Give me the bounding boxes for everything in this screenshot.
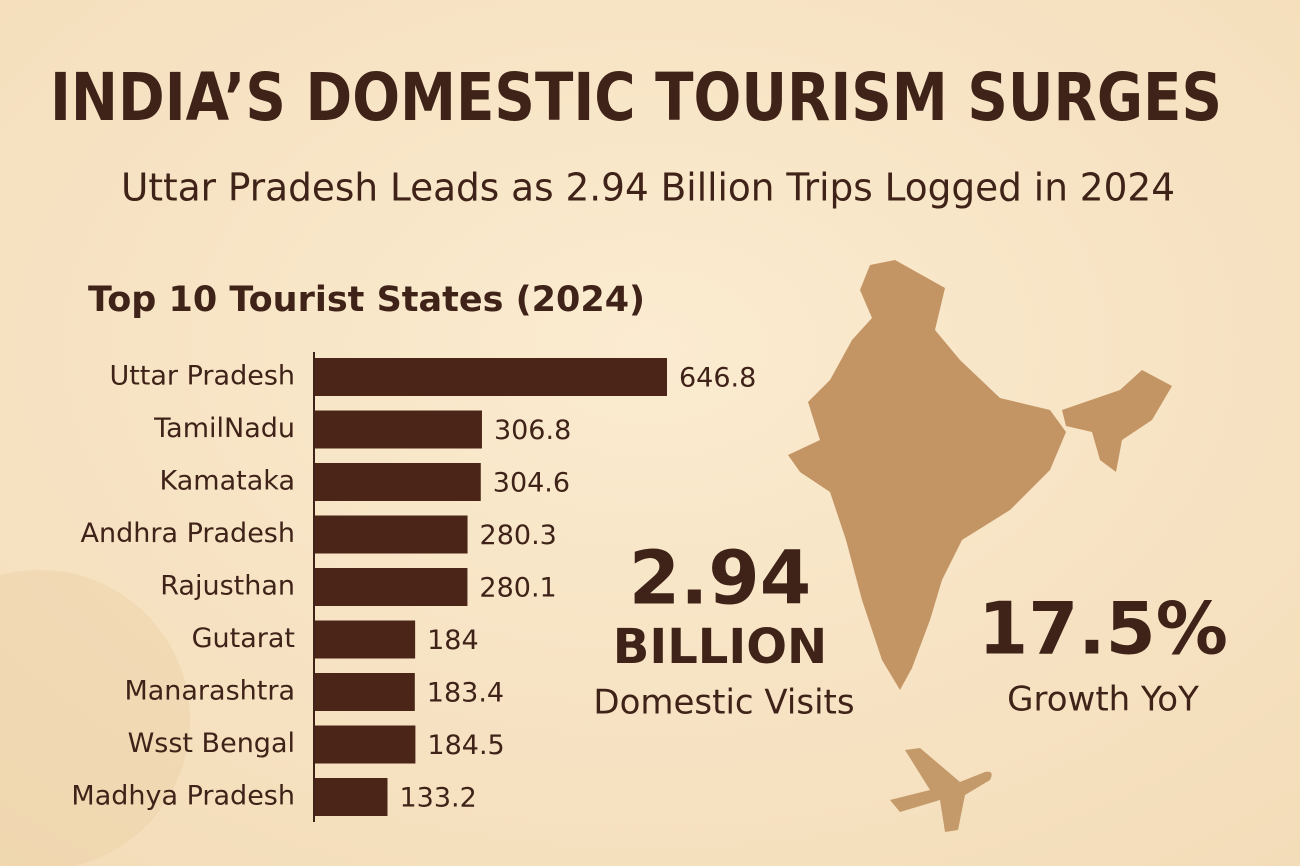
decor-circle — [0, 570, 190, 866]
value-label: 280.3 — [480, 520, 557, 551]
category-label: Madhya Pradesh — [71, 781, 295, 812]
category-label: Wsst Bengal — [128, 728, 295, 759]
category-label: Gutarat — [192, 623, 295, 654]
airplane-icon — [890, 748, 992, 832]
bar — [315, 725, 416, 764]
value-label: 184.5 — [427, 730, 504, 761]
stat-label: Domestic Visits — [593, 683, 854, 723]
bar — [315, 410, 482, 449]
india-map — [788, 260, 1172, 690]
value-label: 280.1 — [479, 573, 556, 604]
bar — [315, 568, 468, 606]
main-title: INDIA’S DOMESTIC TOURISM SURGES — [50, 59, 1222, 136]
bar — [315, 620, 416, 659]
stat-unit: BILLION — [613, 619, 827, 675]
bar — [315, 673, 415, 711]
value-label: 183.4 — [427, 678, 504, 709]
category-label: Kamataka — [160, 466, 295, 497]
subtitle: Uttar Pradesh Leads as 2.94 Billion Trip… — [121, 166, 1175, 210]
bar — [315, 778, 388, 816]
category-label: Rajusthan — [160, 571, 295, 602]
value-label: 304.6 — [493, 468, 570, 499]
category-label: Manarashtra — [124, 676, 295, 707]
value-label: 306.8 — [494, 415, 571, 446]
stat-value: 17.5% — [978, 587, 1228, 671]
category-label: TamilNadu — [153, 413, 295, 444]
value-label: 646.8 — [679, 363, 756, 394]
bar — [315, 515, 468, 554]
category-label: Uttar Pradesh — [109, 361, 295, 392]
category-label: Andhra Pradesh — [81, 518, 295, 549]
chart-title: Top 10 Tourist States (2024) — [88, 280, 645, 320]
value-label: 133.2 — [399, 783, 476, 814]
stat-label: Growth YoY — [1007, 680, 1199, 720]
value-label: 184 — [427, 625, 479, 656]
bar — [315, 358, 667, 396]
stat-value: 2.94 — [629, 536, 812, 622]
bar — [315, 463, 481, 501]
